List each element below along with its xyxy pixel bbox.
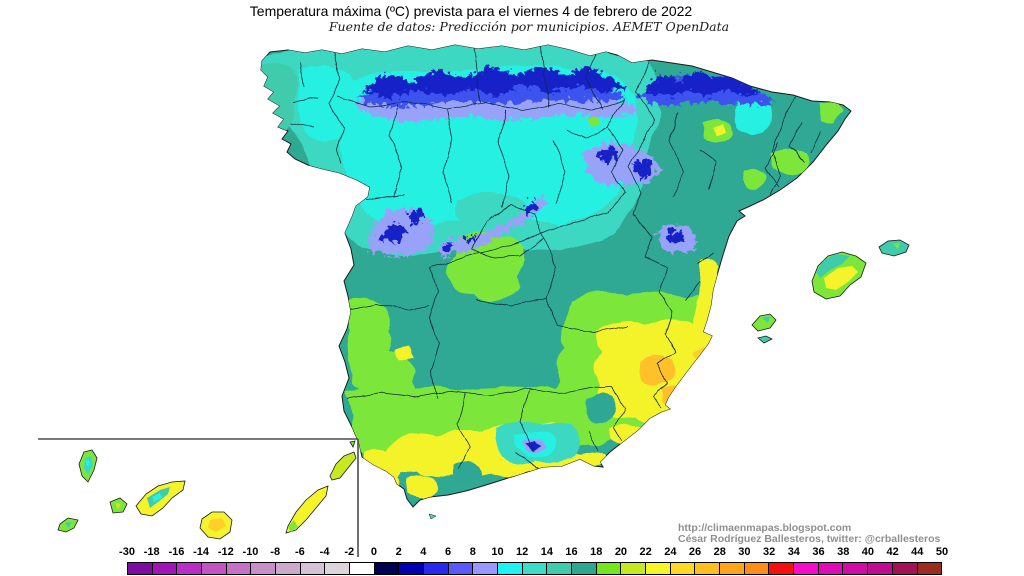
legend-segment bbox=[768, 562, 795, 575]
legend-tick-label: 6 bbox=[444, 546, 452, 558]
legend-tick-label: 24 bbox=[664, 546, 677, 558]
legend-segment bbox=[916, 562, 943, 575]
color-scale-labels: -30 -18 -16 -14 -12 -10 -8 -6 -4 -2 0 2 4 6 8 10 12 14 16 1… bbox=[119, 546, 948, 559]
canary-islands bbox=[57, 440, 357, 540]
legend-tick-label: 50 bbox=[935, 546, 949, 558]
legend-segment bbox=[472, 562, 499, 575]
legend-tick-label: 8 bbox=[469, 546, 476, 558]
canary-inset-border bbox=[38, 438, 359, 557]
legend-tick-label: 30 bbox=[738, 546, 751, 558]
legend-segment bbox=[299, 562, 326, 575]
island-formentera bbox=[757, 335, 773, 344]
island-gran-canaria bbox=[199, 511, 233, 540]
legend-tick-label: 20 bbox=[614, 546, 628, 558]
legend-tick-label: 16 bbox=[565, 546, 578, 558]
legend-segment bbox=[793, 562, 819, 575]
legend-segment bbox=[127, 562, 153, 575]
color-scale-bar bbox=[127, 562, 943, 575]
legend-segment bbox=[546, 562, 573, 575]
island-el-hierro bbox=[57, 517, 79, 533]
legend-tick-label: 4 bbox=[420, 546, 427, 558]
legend-segment bbox=[201, 562, 227, 575]
legend-segment bbox=[423, 562, 449, 575]
legend-tick-label: -10 bbox=[242, 546, 259, 558]
legend-segment bbox=[743, 562, 770, 575]
island-mallorca bbox=[811, 251, 867, 300]
legend-tick-label: -8 bbox=[270, 546, 281, 558]
map-subtitle: Fuente de datos: Predicción por municipi… bbox=[328, 19, 730, 34]
legend-tick-label: 38 bbox=[837, 546, 850, 558]
ceuta-marker bbox=[428, 513, 437, 520]
legend-tick-label: 26 bbox=[688, 546, 702, 558]
legend-segment bbox=[645, 562, 671, 575]
legend-segment bbox=[521, 562, 548, 575]
map-title: Temperatura máxima (ºC) prevista para el… bbox=[249, 3, 693, 19]
legend-segment bbox=[817, 562, 844, 575]
legend-segment bbox=[867, 562, 893, 575]
legend-tick-label: 14 bbox=[540, 546, 553, 558]
legend-segment bbox=[447, 562, 474, 575]
legend-segment bbox=[620, 562, 647, 575]
legend-tick-label: -2 bbox=[344, 546, 355, 558]
legend-tick-label: -14 bbox=[193, 546, 210, 558]
legend-tick-label: 40 bbox=[861, 546, 875, 558]
legend-tick-label: -6 bbox=[294, 546, 305, 558]
island-la-gomera bbox=[109, 497, 128, 514]
island-fuerteventura bbox=[285, 485, 329, 534]
mountain-ridges bbox=[350, 62, 772, 254]
legend-tick-label: 18 bbox=[590, 546, 603, 558]
legend-tick-label: -12 bbox=[217, 546, 234, 558]
legend-tick-label: 36 bbox=[812, 546, 825, 558]
credits-url: http://climaenmapas.blogspot.com bbox=[678, 522, 852, 534]
legend-tick-label: 44 bbox=[911, 546, 924, 558]
legend-tick-label: -4 bbox=[319, 546, 330, 558]
legend-tick-label: 22 bbox=[639, 546, 652, 558]
legend-tick-label: 34 bbox=[787, 546, 800, 558]
legend-segment bbox=[398, 562, 425, 575]
island-tenerife bbox=[135, 480, 186, 517]
legend-segment bbox=[324, 562, 351, 575]
balearic-islands bbox=[751, 239, 910, 344]
legend-segment bbox=[891, 562, 918, 575]
legend-tick-label: 10 bbox=[491, 546, 504, 558]
legend-tick-label: 28 bbox=[713, 546, 726, 558]
legend-segment bbox=[275, 562, 301, 575]
legend-segment bbox=[250, 562, 277, 575]
legend-segment bbox=[719, 562, 745, 575]
credits-block: http://climaenmapas.blogspot.com César R… bbox=[678, 523, 940, 545]
legend-tick-label: 2 bbox=[395, 546, 402, 558]
island-la-palma bbox=[78, 449, 98, 483]
legend-segment bbox=[373, 562, 400, 575]
legend-segment bbox=[669, 562, 696, 575]
legend-segment bbox=[694, 562, 721, 575]
island-menorca bbox=[878, 239, 910, 257]
credits-author: César Rodríguez Ballesteros, twitter: @c… bbox=[678, 533, 941, 545]
legend-segment bbox=[225, 562, 252, 575]
legend-tick-label: -30 bbox=[119, 546, 135, 558]
legend-tick-label: 12 bbox=[516, 546, 529, 558]
legend-segment bbox=[349, 562, 375, 575]
legend-tick-label: 0 bbox=[370, 546, 378, 558]
island-lanzarote bbox=[329, 440, 357, 481]
legend-segment bbox=[176, 562, 203, 575]
legend-tick-label: -18 bbox=[143, 546, 160, 558]
legend-segment bbox=[595, 562, 622, 575]
legend-segment bbox=[497, 562, 523, 575]
region-borders bbox=[289, 46, 821, 488]
legend-segment bbox=[571, 562, 597, 575]
legend-tick-label: 42 bbox=[886, 546, 899, 558]
legend-segment bbox=[151, 562, 178, 575]
legend-tick-label: -16 bbox=[168, 546, 185, 558]
legend-tick-label: 32 bbox=[762, 546, 776, 558]
island-ibiza bbox=[751, 313, 777, 332]
legend-segment bbox=[842, 562, 869, 575]
